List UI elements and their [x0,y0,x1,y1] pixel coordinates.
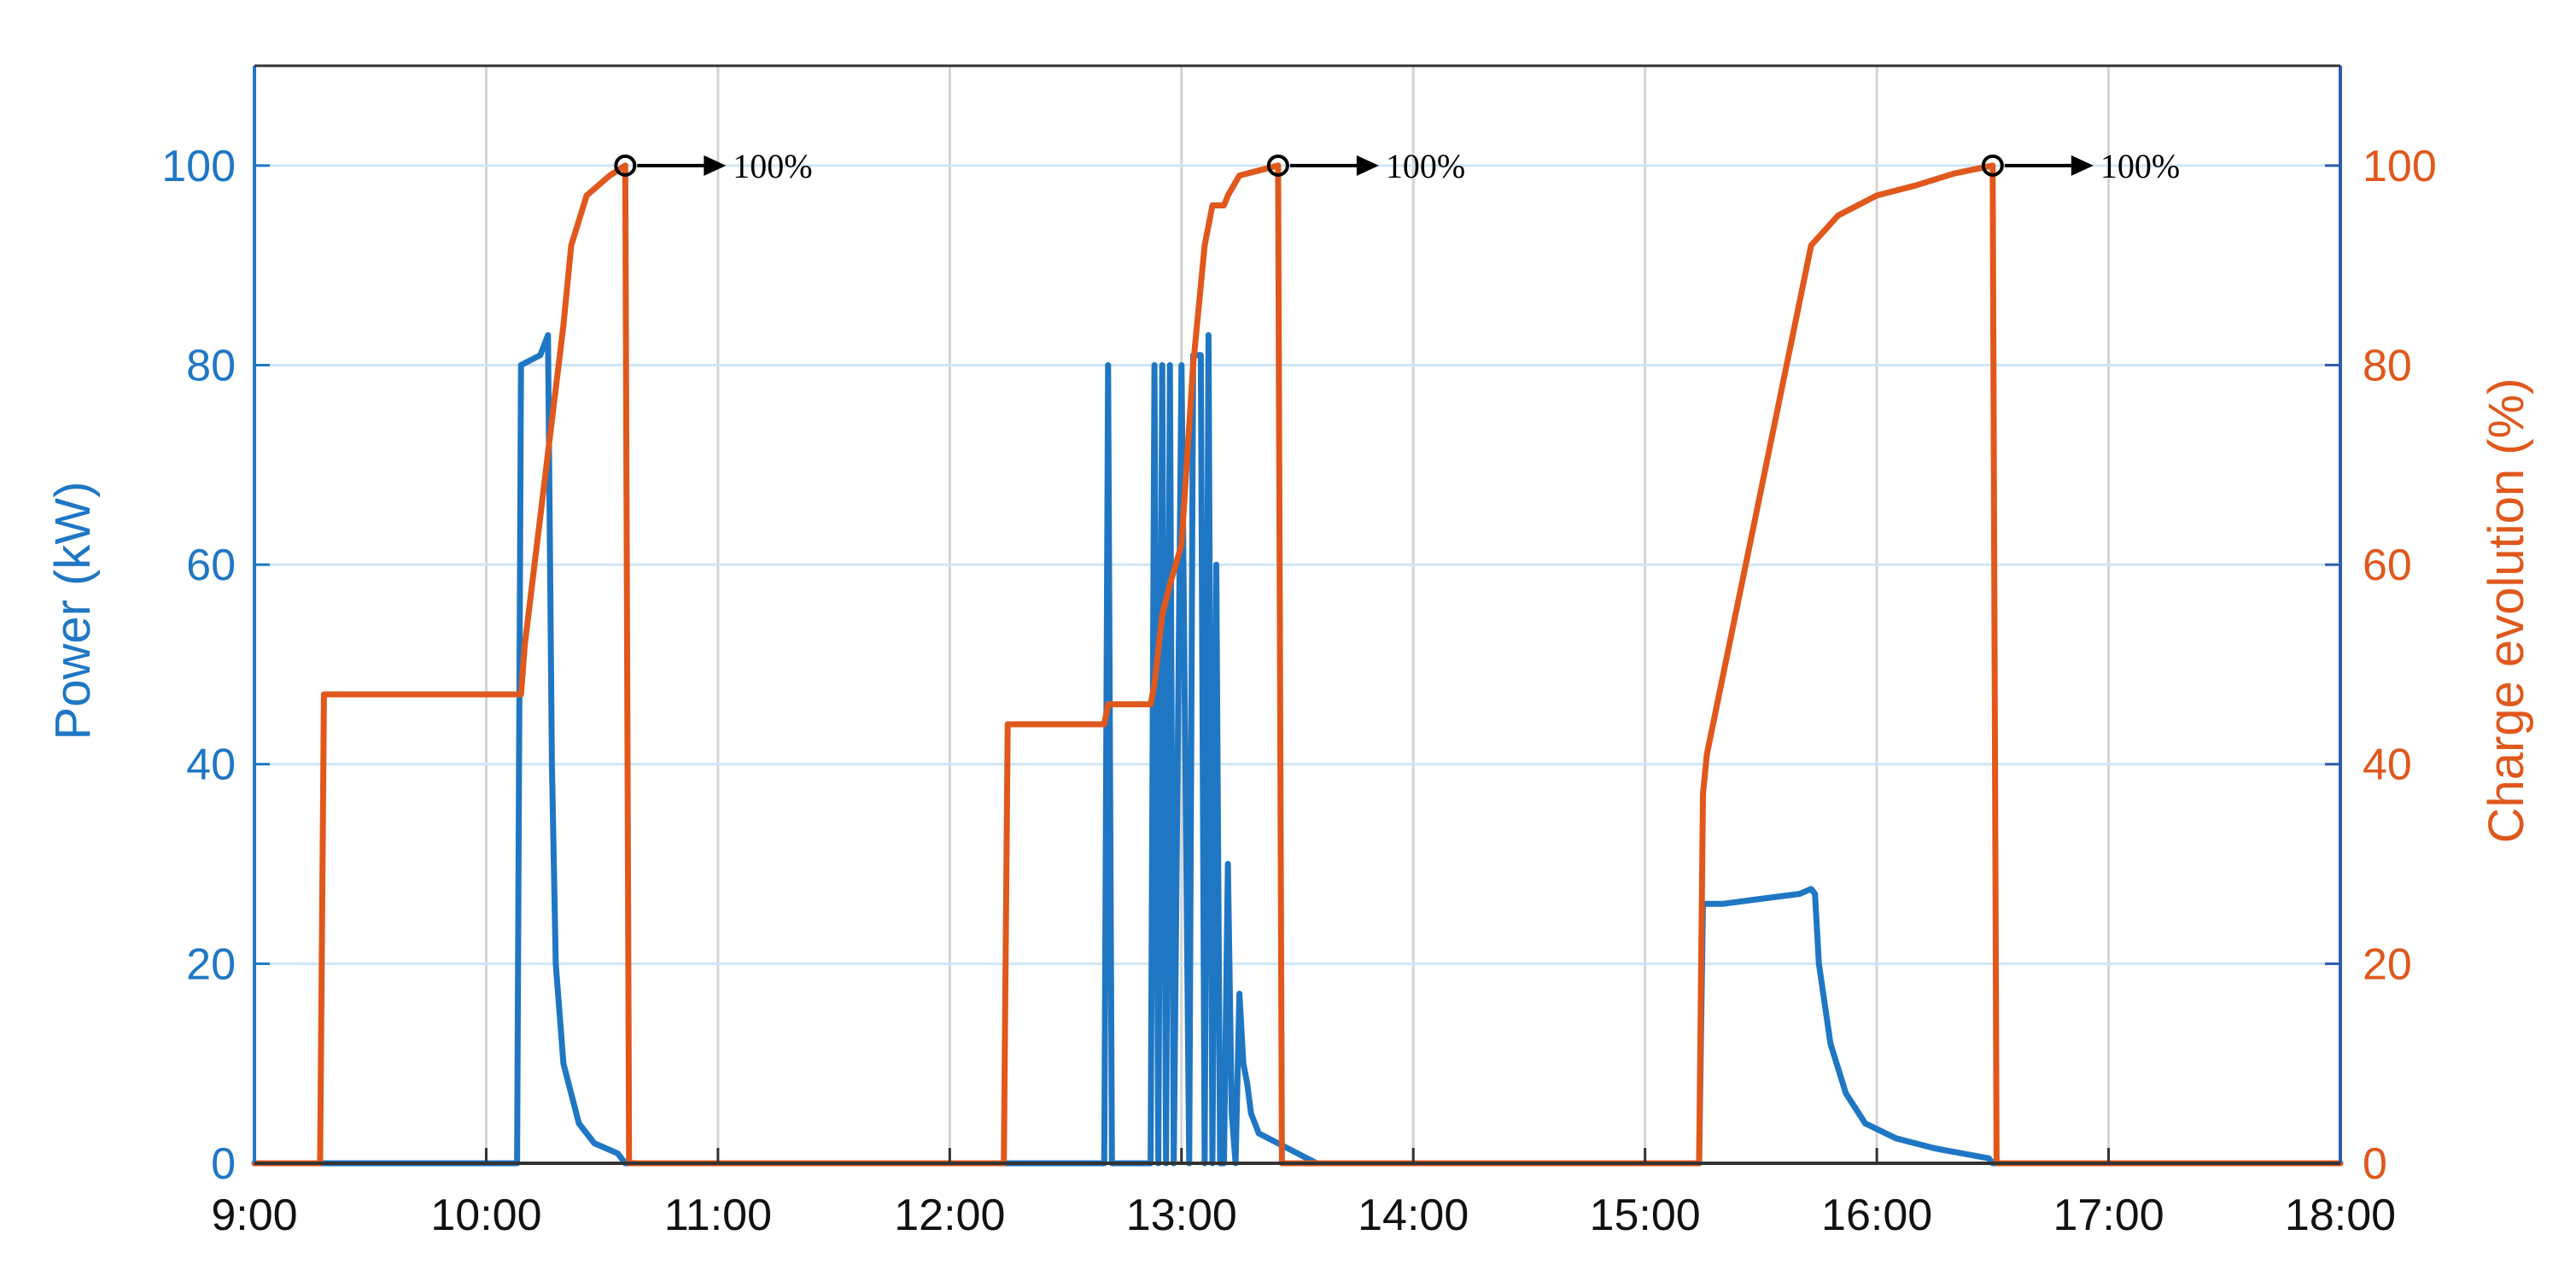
annotation-arrow-head [1356,155,1379,176]
x-tick-label: 15:00 [1590,1191,1701,1240]
y-left-tick-label: 20 [186,940,236,989]
y-left-tick-label: 80 [186,341,236,390]
annotation-label: 100% [733,147,812,185]
y-right-tick-label: 40 [2363,741,2412,790]
x-tick-label: 18:00 [2285,1191,2396,1240]
charge-series-line [251,162,2344,1167]
x-tick-label: 9:00 [211,1191,297,1240]
annotation-marker [1266,154,1289,177]
annotation-marker [614,154,637,177]
x-tick-label: 13:00 [1126,1191,1237,1240]
x-tick-label: 16:00 [1821,1191,1932,1240]
axes: 9:00 10:00 11:00 12:00 13:00 14:00 15:00 16:00 1… [161,64,2437,1240]
x-tick-label: 11:00 [664,1191,772,1240]
x-tick-label: 12:00 [894,1191,1005,1240]
x-tick-label: 10:00 [430,1191,541,1240]
x-tick-label: 17:00 [2053,1191,2164,1240]
y-right-tick-label: 60 [2363,541,2412,590]
y-left-tick-label: 100 [161,142,236,191]
left-axis-label: Power (kW) [45,482,101,741]
annotation-arrow-head [704,155,727,176]
annotation-arrow-head [2071,155,2094,176]
right-axis-label: Charge evolution (%) [2479,378,2534,844]
power-series-line [251,331,2344,1167]
y-right-tick-label: 100 [2363,142,2437,191]
annotation-marker [1981,154,2004,177]
annotations: 100% 100% 100% [614,147,2180,185]
y-left-tick-label: 0 [211,1139,236,1189]
y-left-tick-label: 60 [186,541,236,590]
x-tick-label: 14:00 [1358,1191,1469,1240]
annotation-label: 100% [1386,147,1465,185]
y-right-tick-label: 20 [2363,940,2412,989]
annotation-label: 100% [2100,147,2180,185]
gridlines [254,66,2340,1163]
series-lines [251,162,2344,1167]
y-right-tick-label: 80 [2363,341,2412,390]
y-left-tick-label: 40 [186,741,236,790]
y-right-tick-label: 0 [2363,1139,2387,1189]
